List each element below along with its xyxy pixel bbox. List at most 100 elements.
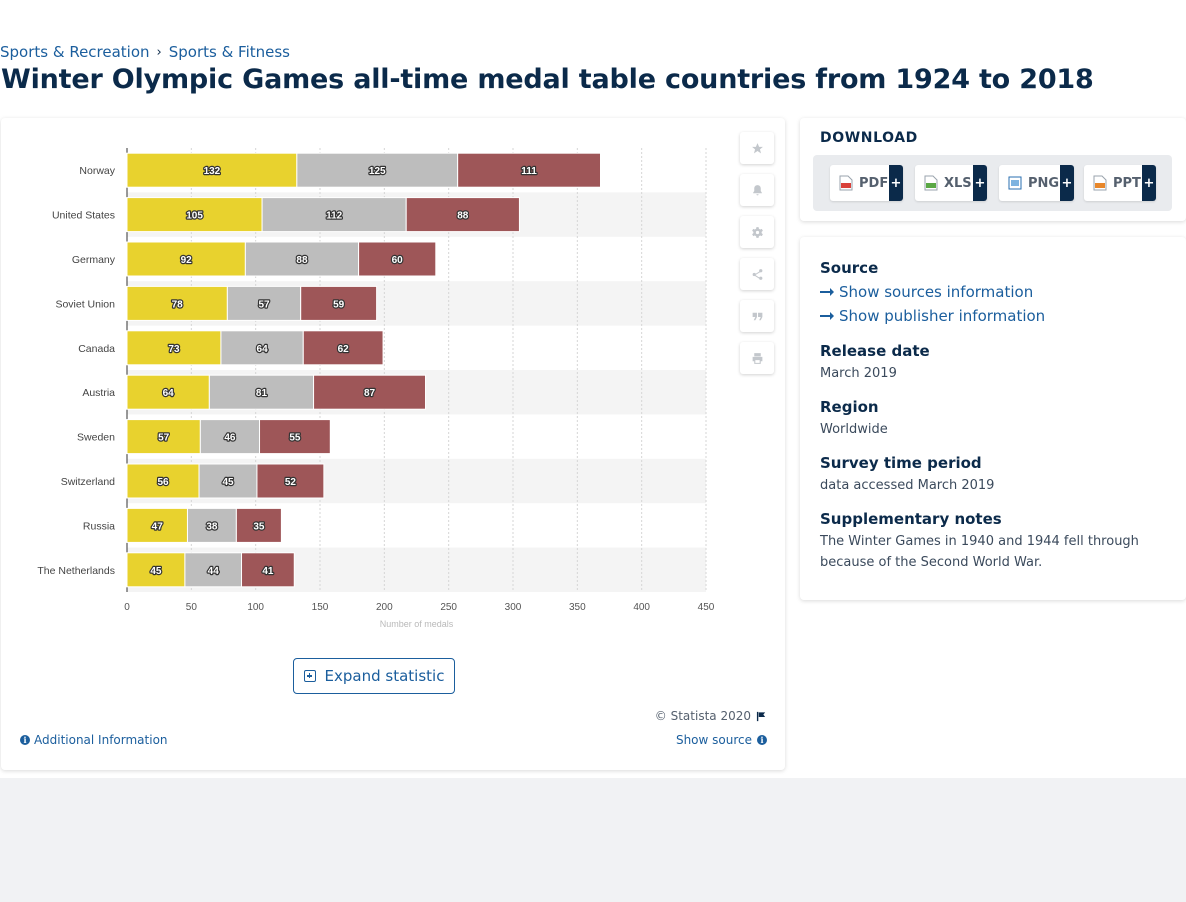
breadcrumb-link-sports-recreation[interactable]: Sports & Recreation: [0, 43, 150, 61]
info-icon: i: [757, 735, 767, 745]
data-label: 125: [369, 166, 386, 177]
bar-bronze: [358, 241, 437, 277]
region-heading: Region: [820, 398, 879, 416]
download-xls-button[interactable]: XLS +: [915, 165, 987, 201]
data-label: 45: [222, 477, 234, 488]
bar-bronze: [256, 463, 325, 499]
copyright-text: © Statista 2020: [654, 709, 751, 723]
data-label: 35: [253, 521, 265, 532]
bell-icon: [752, 184, 762, 195]
download-pdf-button[interactable]: PDF +: [830, 165, 903, 201]
data-label: 59: [333, 299, 345, 310]
data-label: 92: [181, 255, 193, 266]
bar-silver: [199, 419, 261, 455]
category-label: The Netherlands: [37, 565, 115, 577]
print-icon: [752, 352, 762, 364]
data-label: 57: [258, 299, 270, 310]
data-label: 132: [204, 166, 221, 177]
show-publisher-label: Show publisher information: [839, 307, 1046, 325]
category-label: Norway: [79, 165, 115, 177]
print-button[interactable]: [740, 342, 774, 374]
data-label: 46: [224, 433, 236, 444]
additional-information-link[interactable]: i Additional Information: [20, 733, 168, 747]
bar-bronze: [235, 507, 282, 543]
supplementary-notes-heading: Supplementary notes: [820, 510, 1002, 528]
show-sources-link[interactable]: Show sources information: [820, 280, 1170, 304]
data-label: 64: [257, 344, 269, 355]
chart-card: Norway 132 125 111 United States 105 112 88 Germ…: [1, 118, 785, 770]
data-label: 87: [364, 388, 376, 399]
page-title: Winter Olympic Games all-time medal tabl…: [1, 64, 1094, 95]
cite-button[interactable]: [740, 300, 774, 332]
bar-gold: [126, 374, 210, 410]
data-label: 47: [152, 521, 164, 532]
download-ppt-button[interactable]: PPT +: [1084, 165, 1156, 201]
xls-file-icon: [924, 175, 938, 191]
expand-statistic-label: Expand statistic: [324, 667, 445, 685]
show-source-link[interactable]: Show source i: [676, 733, 767, 747]
supplementary-notes-value: The Winter Games in 1940 and 1944 fell t…: [820, 534, 1139, 570]
category-label: Soviet Union: [55, 298, 115, 310]
pdf-file-icon: [839, 175, 853, 191]
bar-bronze: [302, 330, 384, 366]
source-heading: Source: [820, 259, 879, 277]
bar-bronze: [313, 374, 427, 410]
release-date-heading: Release date: [820, 342, 930, 360]
show-source-label: Show source: [675, 733, 752, 747]
flag-icon[interactable]: [756, 711, 767, 722]
notification-button[interactable]: [740, 174, 774, 206]
show-publisher-link[interactable]: Show publisher information: [820, 304, 1170, 328]
x-tick-label: 450: [698, 602, 715, 613]
data-label: 41: [262, 566, 274, 577]
favorite-button[interactable]: [740, 132, 774, 164]
survey-period-heading: Survey time period: [820, 454, 982, 472]
bar-silver: [208, 374, 315, 410]
settings-button[interactable]: [740, 216, 774, 248]
data-label: 112: [326, 211, 343, 222]
chart-toolbar: [740, 132, 774, 384]
download-buttons: PDF + XLS + PNG + PPT +: [813, 155, 1172, 211]
breadcrumb-separator: ›: [156, 44, 162, 60]
x-tick-label: 350: [569, 602, 586, 613]
share-button[interactable]: [740, 258, 774, 290]
category-label: Switzerland: [61, 476, 115, 488]
x-tick-label: 250: [440, 602, 457, 613]
gear-icon: [751, 226, 763, 238]
region-value: Worldwide: [820, 422, 888, 437]
data-label: 88: [296, 255, 308, 266]
data-label: 56: [157, 477, 169, 488]
data-label: 44: [208, 566, 220, 577]
expand-icon: [303, 670, 316, 682]
additional-information-label: Additional Information: [34, 733, 168, 747]
category-label: Sweden: [77, 432, 115, 444]
x-tick-label: 100: [247, 602, 264, 613]
survey-period-value: data accessed March 2019: [820, 478, 995, 493]
bar-bronze: [457, 152, 601, 188]
bar-silver: [296, 152, 459, 188]
breadcrumb: Sports & Recreation › Sports & Fitness: [0, 43, 290, 61]
arrow-right-icon: [820, 312, 834, 320]
bar-silver: [186, 507, 237, 543]
quote-icon: [752, 312, 762, 320]
category-label: Austria: [82, 387, 115, 399]
xls-label: XLS: [944, 175, 972, 191]
breadcrumb-link-sports-fitness[interactable]: Sports & Fitness: [168, 43, 291, 61]
copyright: © Statista 2020: [655, 709, 767, 723]
expand-statistic-button[interactable]: Expand statistic: [293, 658, 455, 694]
bar-gold: [126, 285, 228, 321]
x-axis-title: Number of medals: [380, 619, 454, 629]
x-tick-label: 300: [505, 602, 522, 613]
bar-silver: [244, 241, 360, 277]
data-label: 45: [150, 566, 162, 577]
category-label: Germany: [72, 254, 116, 266]
data-label: 52: [285, 477, 297, 488]
data-label: 78: [172, 299, 184, 310]
download-png-button[interactable]: PNG +: [999, 165, 1074, 201]
x-tick-label: 50: [186, 602, 198, 613]
data-label: 111: [521, 166, 537, 177]
bar-bronze: [300, 285, 378, 321]
bar-gold: [126, 197, 263, 233]
bar-silver: [184, 552, 243, 588]
data-label: 73: [168, 344, 180, 355]
data-label: 62: [338, 344, 350, 355]
